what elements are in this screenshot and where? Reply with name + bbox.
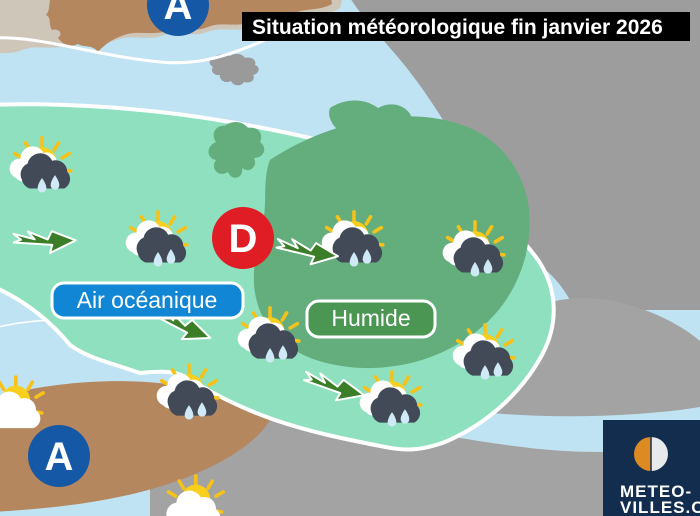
svg-text:Humide: Humide [331, 305, 410, 331]
svg-text:A: A [45, 435, 74, 479]
svg-text:Air océanique: Air océanique [77, 287, 218, 313]
svg-text:A: A [164, 0, 193, 28]
svg-text:D: D [229, 217, 258, 261]
svg-text:VILLES.COM: VILLES.COM [620, 498, 700, 516]
svg-text:Situation météorologique fin j: Situation météorologique fin janvier 202… [252, 16, 663, 39]
